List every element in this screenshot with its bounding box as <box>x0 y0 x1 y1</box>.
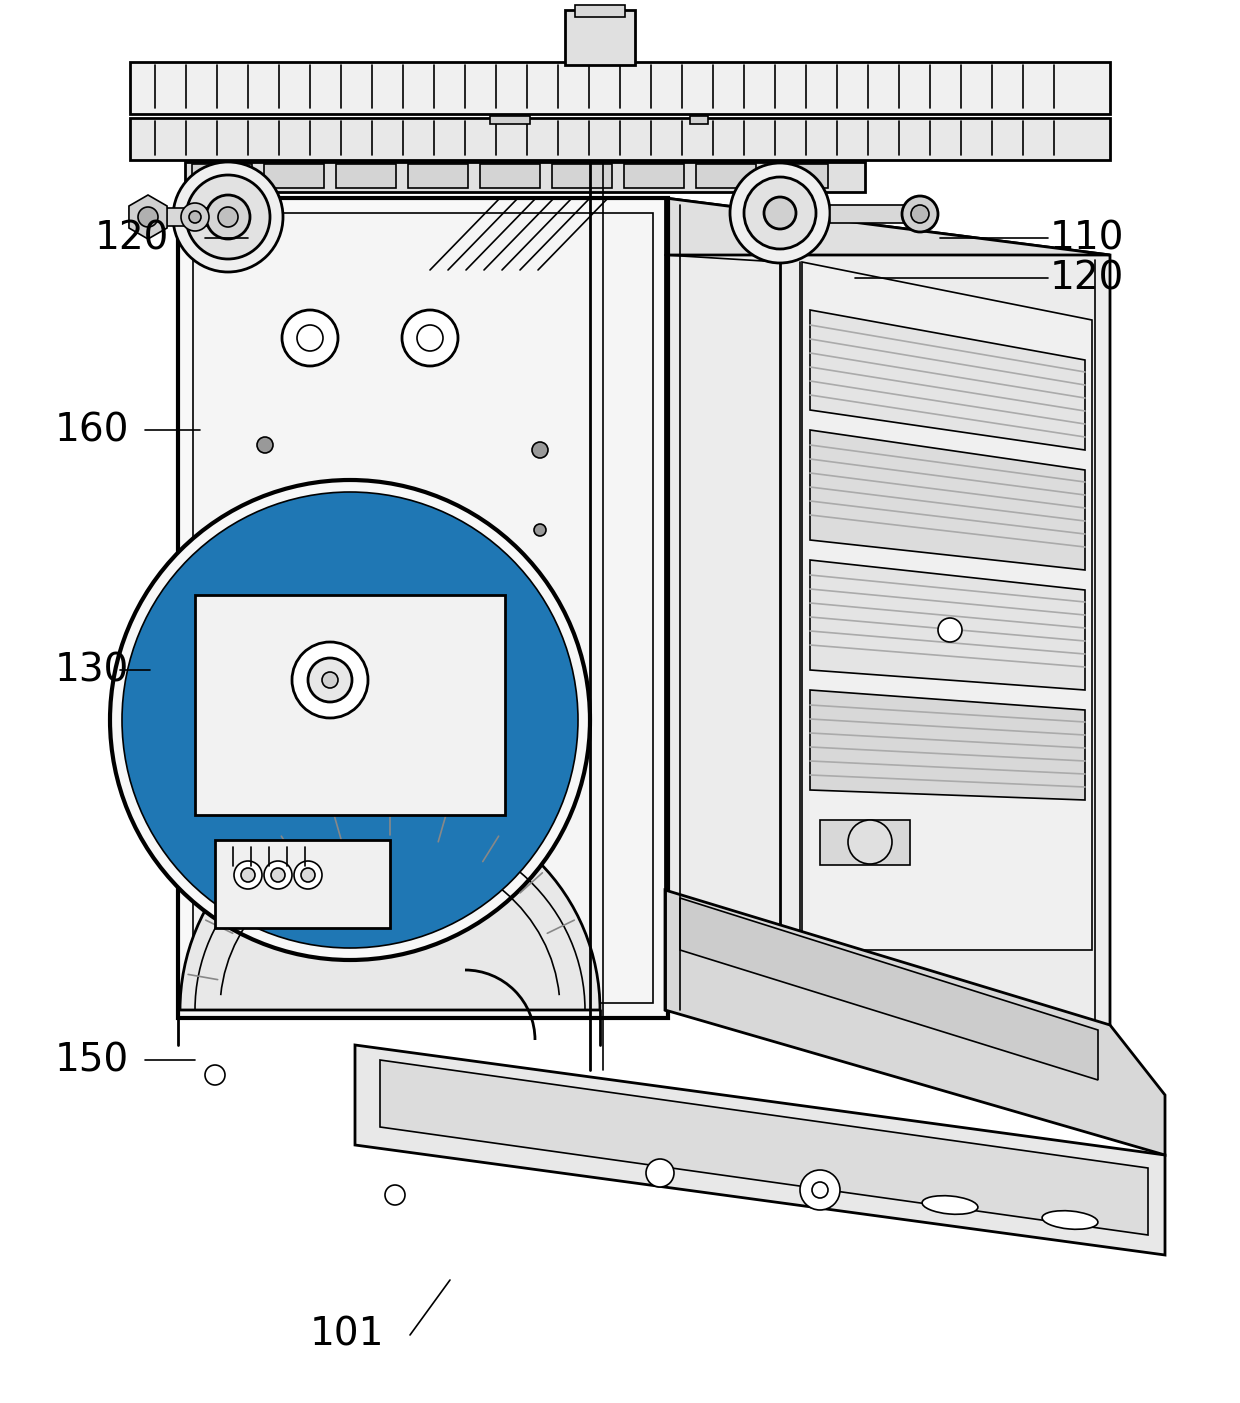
Circle shape <box>257 436 273 453</box>
Text: 120: 120 <box>1050 260 1125 297</box>
Polygon shape <box>379 1061 1148 1235</box>
Bar <box>830 205 910 223</box>
Bar <box>480 164 539 188</box>
Circle shape <box>812 1181 828 1198</box>
Circle shape <box>122 492 578 948</box>
Bar <box>820 819 910 866</box>
Polygon shape <box>810 429 1085 570</box>
Bar <box>192 164 252 188</box>
Circle shape <box>308 658 352 702</box>
Bar <box>130 62 1110 114</box>
Polygon shape <box>179 198 1110 255</box>
Circle shape <box>744 177 816 248</box>
Text: 110: 110 <box>1050 219 1125 257</box>
Bar <box>565 10 635 65</box>
Polygon shape <box>665 198 1110 1026</box>
Bar <box>264 164 324 188</box>
Circle shape <box>174 161 283 272</box>
Polygon shape <box>810 690 1085 800</box>
Bar <box>148 208 229 226</box>
Bar <box>215 840 391 927</box>
Circle shape <box>800 1170 839 1209</box>
Circle shape <box>402 310 458 366</box>
Bar <box>575 6 625 17</box>
Circle shape <box>138 208 157 227</box>
Circle shape <box>322 672 339 687</box>
Circle shape <box>911 205 929 223</box>
Circle shape <box>241 868 255 882</box>
Polygon shape <box>810 560 1085 690</box>
Bar <box>130 118 1110 160</box>
Wedge shape <box>180 800 600 1010</box>
Polygon shape <box>665 890 1166 1155</box>
Bar <box>696 164 756 188</box>
Bar <box>490 116 529 123</box>
Polygon shape <box>355 1045 1166 1256</box>
Circle shape <box>417 325 443 351</box>
Circle shape <box>218 208 238 227</box>
Circle shape <box>281 310 339 366</box>
Circle shape <box>181 203 210 231</box>
Bar <box>336 164 396 188</box>
Circle shape <box>298 325 322 351</box>
Circle shape <box>532 442 548 457</box>
Ellipse shape <box>1042 1211 1097 1229</box>
Circle shape <box>730 163 830 262</box>
Text: 130: 130 <box>55 651 129 689</box>
Circle shape <box>234 861 262 890</box>
Text: 160: 160 <box>55 411 129 449</box>
Circle shape <box>534 523 546 536</box>
Circle shape <box>206 195 250 239</box>
Bar <box>408 164 467 188</box>
Bar <box>193 213 653 1003</box>
Circle shape <box>188 210 201 223</box>
Text: 101: 101 <box>310 1316 384 1354</box>
Polygon shape <box>802 262 1092 950</box>
Circle shape <box>186 175 270 260</box>
Bar <box>179 198 668 1019</box>
Circle shape <box>384 1186 405 1205</box>
Circle shape <box>294 861 322 890</box>
Bar <box>768 164 828 188</box>
Bar <box>195 595 505 815</box>
Circle shape <box>272 868 285 882</box>
Text: 120: 120 <box>95 219 170 257</box>
Circle shape <box>301 868 315 882</box>
Circle shape <box>848 819 892 864</box>
Bar <box>185 161 866 192</box>
Polygon shape <box>680 898 1097 1080</box>
Bar <box>624 164 684 188</box>
Circle shape <box>264 861 291 890</box>
Circle shape <box>205 1065 224 1085</box>
Polygon shape <box>810 310 1085 450</box>
Circle shape <box>291 643 368 718</box>
Ellipse shape <box>923 1195 978 1214</box>
Circle shape <box>937 617 962 643</box>
Bar <box>552 164 613 188</box>
Circle shape <box>901 196 937 231</box>
Polygon shape <box>129 195 167 239</box>
Circle shape <box>764 196 796 229</box>
Text: 150: 150 <box>55 1041 129 1079</box>
Circle shape <box>110 480 590 960</box>
Circle shape <box>646 1159 675 1187</box>
Bar <box>689 116 708 123</box>
